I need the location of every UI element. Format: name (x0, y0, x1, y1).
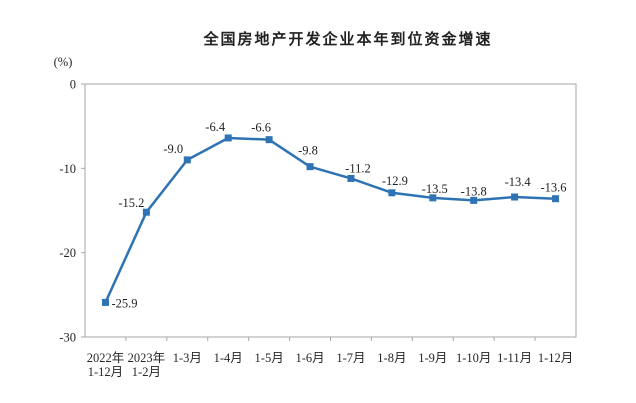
x-category-label: 1-9月 (418, 351, 447, 365)
data-point-marker (265, 136, 273, 144)
chart-title: 全国房地产开发企业本年到位资金增速 (203, 31, 493, 48)
x-category-label: 1-6月 (295, 351, 324, 365)
data-point-marker (552, 195, 560, 203)
data-label: -25.9 (111, 296, 137, 310)
data-label: -9.8 (298, 144, 318, 158)
data-label: -6.6 (251, 121, 271, 135)
data-point-marker (142, 208, 150, 216)
x-category-label: 1-12月 (88, 365, 123, 379)
data-label: -15.2 (118, 196, 144, 210)
x-category-label: 1-12月 (538, 351, 573, 365)
data-point-marker (429, 194, 437, 202)
plot-border (84, 83, 577, 338)
data-point-marker (470, 196, 478, 204)
data-point-marker (101, 298, 109, 306)
data-point-marker (347, 174, 355, 182)
x-category-label: 2023年 (128, 351, 166, 365)
data-label: -9.0 (163, 142, 183, 156)
y-axis-unit: (%) (54, 55, 73, 69)
data-label: -13.6 (541, 181, 567, 195)
data-label: -6.4 (205, 120, 226, 134)
y-tick-label: -10 (59, 162, 76, 176)
y-tick-label: 0 (70, 78, 76, 92)
data-label: -13.4 (505, 175, 532, 189)
data-point-marker (388, 189, 396, 197)
x-category-label: 1-8月 (377, 351, 406, 365)
y-tick-label: -20 (59, 246, 76, 260)
x-category-label: 1-4月 (214, 351, 243, 365)
x-category-label: 1-7月 (336, 351, 365, 365)
x-category-label: 1-10月 (456, 351, 491, 365)
x-category-label: 2022年 (87, 351, 125, 365)
data-label: -13.5 (422, 182, 448, 196)
data-point-marker (511, 193, 519, 201)
y-tick-label: -30 (59, 331, 76, 345)
data-point-marker (183, 156, 191, 164)
x-category-label: 1-2月 (132, 365, 161, 379)
data-point-marker (306, 163, 314, 171)
data-line (104, 136, 557, 304)
data-label: -12.9 (382, 174, 408, 188)
x-category-label: 1-5月 (255, 351, 284, 365)
data-label: -11.2 (345, 161, 371, 175)
data-point-marker (224, 134, 232, 142)
data-label: -13.8 (461, 184, 487, 198)
x-category-label: 1-11月 (497, 351, 532, 365)
x-category-label: 1-3月 (173, 351, 202, 365)
